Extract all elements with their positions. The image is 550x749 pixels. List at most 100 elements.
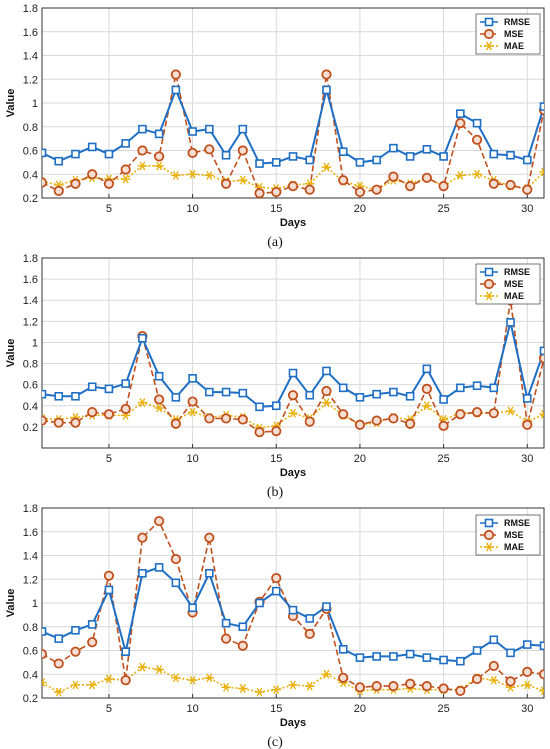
data-point-rmse [372,389,381,399]
panel-caption: (c) [267,735,283,749]
y-tick-label: 1.8 [23,503,38,515]
y-tick-label: 0.4 [23,169,38,181]
data-point-rmse [171,85,181,95]
data-point-mse [271,186,282,198]
data-point-rmse [322,602,331,611]
legend-label-mse: MSE [504,279,524,289]
data-point-mse [304,184,315,195]
data-point-rmse [238,124,248,134]
y-tick-label: 1.4 [23,51,38,63]
data-point-mae [304,681,315,691]
data-point-rmse [138,333,147,343]
legend-marker-mse [483,529,495,541]
data-point-mse [70,646,81,657]
y-tick-label: 0.6 [23,146,38,158]
data-point-mse [304,416,315,427]
data-point-mae [321,398,332,407]
data-point-mae [421,401,432,411]
data-point-mse [471,134,483,145]
data-point-mse [220,178,232,189]
data-point-rmse [288,152,298,161]
y-tick-label: 0.2 [23,422,38,434]
data-point-mae [488,675,499,685]
data-point-rmse [255,598,264,608]
data-point-rmse [405,649,415,659]
data-point-mse [354,419,366,430]
data-point-mse [237,145,248,156]
data-point-rmse [154,129,164,139]
data-point-mse [455,409,466,420]
data-point-mse [405,678,416,689]
data-point-rmse [322,366,331,376]
data-point-mse [271,572,282,584]
y-tick-label: 1.4 [23,295,38,307]
data-point-mse [388,681,399,692]
data-point-rmse [355,653,365,662]
data-point-mse [154,394,165,405]
data-point-rmse [422,653,432,662]
data-point-rmse [87,142,97,152]
data-point-mse [154,151,165,162]
data-point-mae [137,161,148,171]
legend-marker-mae [484,542,494,552]
data-point-rmse [539,641,544,651]
data-point-mse [170,418,181,429]
y-axis-label: Value [5,89,17,118]
legend-label-mae: MAE [504,41,524,51]
data-point-mse [42,648,48,660]
y-tick-label: 1 [32,337,38,349]
data-point-mae [204,171,215,180]
y-tick-label: 1.8 [23,253,38,265]
data-point-mse [254,188,265,198]
y-axis-label: Value [5,339,17,368]
series-group [42,515,544,697]
data-point-mse [388,413,399,424]
data-point-mae [221,682,231,692]
axes-frame [41,507,545,699]
data-point-rmse [104,149,114,159]
data-point-mse [137,145,148,156]
data-point-mae [254,687,265,697]
data-point-mse [455,685,466,696]
data-point-rmse [121,647,130,656]
data-point-mae [505,406,516,416]
data-point-rmse [154,371,164,381]
data-point-mse [505,676,516,687]
legend: RMSE MSE MAE [475,13,541,55]
data-point-rmse [87,382,97,392]
data-point-mse [421,172,432,183]
data-point-rmse [456,109,465,118]
legend-marker-rmse [484,267,494,277]
data-point-mse [371,415,382,426]
chart-panel-b: 5 10 15 20 25 30 0.2 0.4 0.6 0.8 1 1.2 1.4 1.6 1.8 Days… [5,253,545,500]
data-point-rmse [171,578,181,588]
data-point-mse [488,408,499,419]
y-tick-label: 1 [32,598,38,610]
data-point-mae [288,680,298,690]
data-point-mse [471,673,483,685]
chart-panel-c: 5 10 15 20 25 30 0.2 0.4 0.6 0.8 1 1.2 1.4 1.6 1.8 Days… [5,503,545,749]
data-point-mse [120,403,131,415]
data-point-mae [321,162,332,172]
legend-marker-mae [484,41,494,51]
x-tick-label: 15 [270,703,282,715]
y-tick-label: 1.2 [23,316,38,328]
x-tick-label: 20 [354,703,366,715]
data-point-mse [220,413,232,424]
data-point-mse [405,181,416,192]
x-tick-label: 5 [106,703,112,715]
data-point-mae [187,169,198,179]
data-point-rmse [271,158,281,167]
data-point-mae [104,674,114,684]
data-point-mse [204,144,215,155]
data-point-rmse [489,383,499,393]
data-point-rmse [171,393,181,402]
data-point-rmse [338,147,348,156]
y-tick-label: 1.8 [23,3,38,15]
data-point-rmse [539,346,544,356]
data-point-mse [287,390,299,401]
data-point-rmse [489,149,499,159]
x-tick-label: 20 [354,453,366,465]
data-point-mse [103,409,115,420]
data-point-mae [170,171,181,180]
